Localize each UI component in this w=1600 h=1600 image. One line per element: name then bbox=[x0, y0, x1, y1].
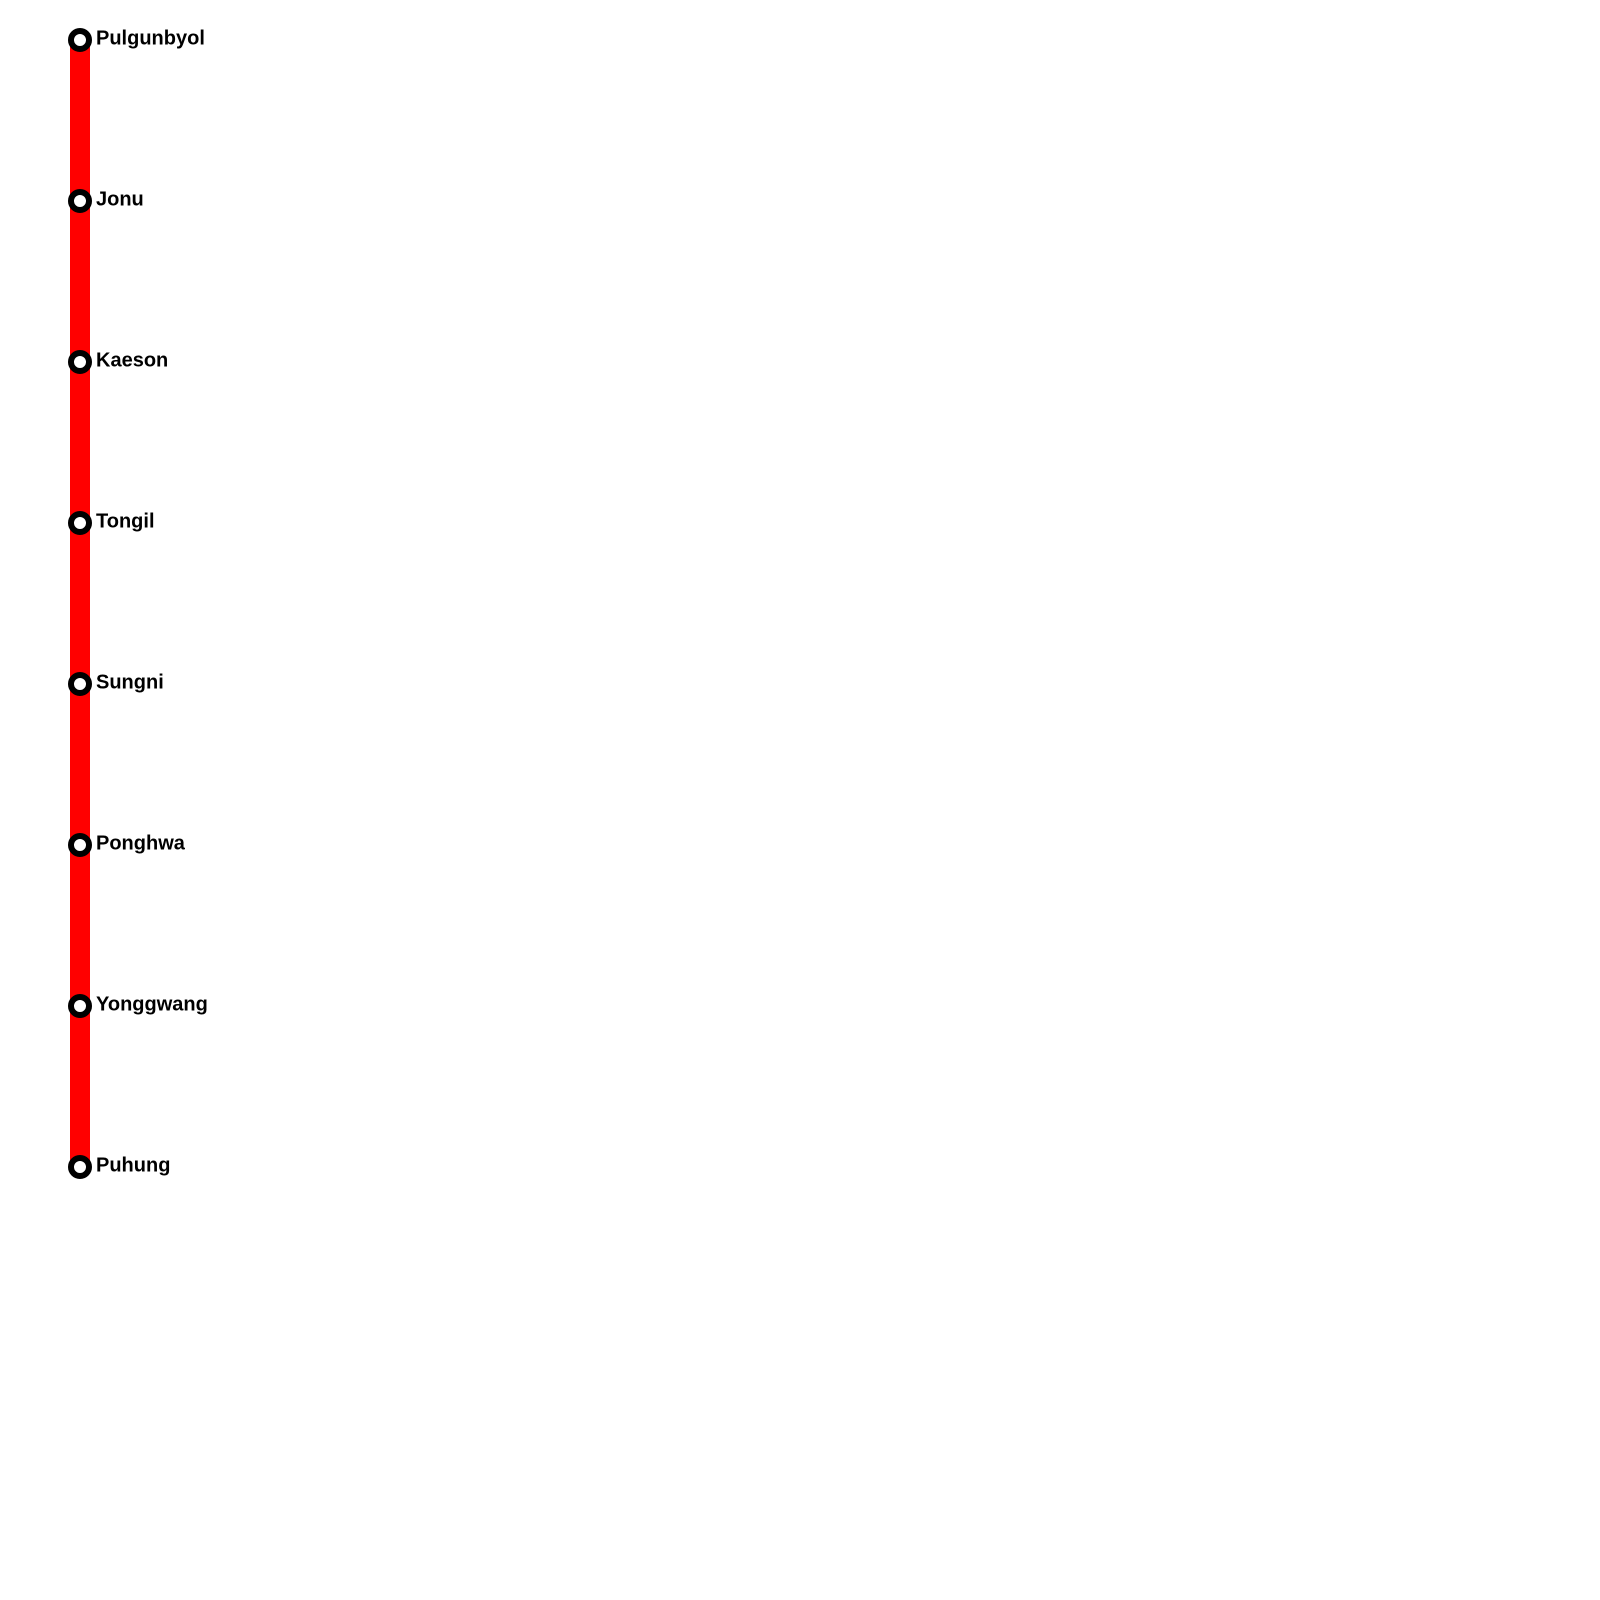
station-label: Kaeson bbox=[96, 349, 168, 371]
station-marker bbox=[68, 511, 92, 535]
station-label: Ponghwa bbox=[96, 832, 186, 854]
station-marker bbox=[68, 189, 92, 213]
station-label: Pulgunbyol bbox=[96, 27, 205, 49]
station-marker bbox=[68, 28, 92, 52]
station-label: Sungni bbox=[96, 671, 164, 693]
station-label: Yonggwang bbox=[96, 993, 208, 1015]
station-marker bbox=[68, 994, 92, 1018]
station-label: Tongil bbox=[96, 510, 155, 532]
station-marker bbox=[68, 350, 92, 374]
station-marker bbox=[68, 833, 92, 857]
station-label: Puhung bbox=[96, 1154, 170, 1176]
station-marker bbox=[68, 672, 92, 696]
station-label: Jonu bbox=[96, 188, 144, 210]
station-marker bbox=[68, 1155, 92, 1179]
